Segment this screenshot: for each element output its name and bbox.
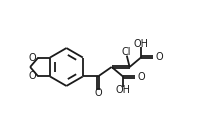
Text: O: O bbox=[28, 53, 36, 63]
Text: O: O bbox=[155, 52, 163, 62]
Text: O: O bbox=[138, 72, 145, 82]
Text: O: O bbox=[28, 71, 36, 81]
Text: Cl: Cl bbox=[121, 47, 131, 57]
Text: O: O bbox=[94, 88, 102, 98]
Text: OH: OH bbox=[116, 85, 131, 95]
Text: OH: OH bbox=[134, 39, 149, 49]
